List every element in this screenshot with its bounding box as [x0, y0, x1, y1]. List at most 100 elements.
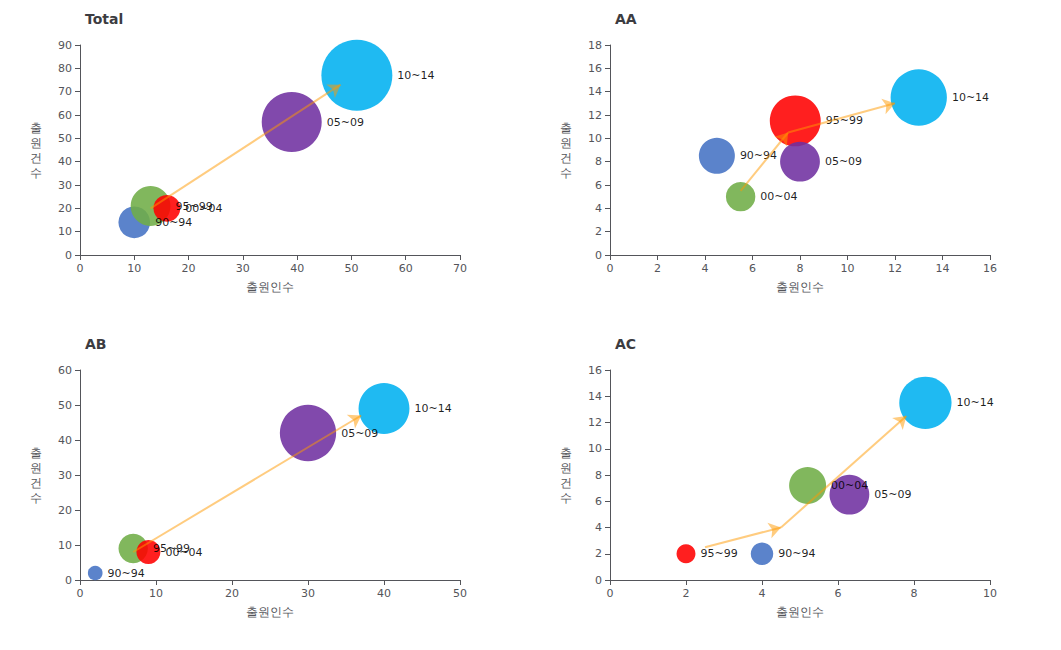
- svg-text:10: 10: [588, 442, 602, 455]
- svg-text:원: 원: [30, 136, 42, 150]
- svg-text:4: 4: [759, 587, 766, 600]
- svg-text:12: 12: [888, 262, 902, 275]
- svg-text:6: 6: [749, 262, 756, 275]
- svg-text:14: 14: [588, 85, 602, 98]
- svg-text:10: 10: [58, 539, 72, 552]
- svg-text:70: 70: [453, 262, 467, 275]
- svg-text:8: 8: [595, 155, 602, 168]
- svg-text:30: 30: [236, 262, 250, 275]
- svg-text:40: 40: [58, 155, 72, 168]
- svg-text:05~09: 05~09: [341, 427, 378, 440]
- svg-text:05~09: 05~09: [874, 488, 911, 501]
- svg-text:건: 건: [560, 476, 572, 490]
- svg-text:16: 16: [983, 262, 997, 275]
- svg-text:0: 0: [77, 587, 84, 600]
- svg-text:출원인수: 출원인수: [776, 280, 824, 294]
- svg-text:수: 수: [560, 491, 572, 505]
- svg-text:16: 16: [588, 62, 602, 75]
- svg-text:18: 18: [588, 39, 602, 52]
- svg-text:출: 출: [560, 121, 572, 135]
- svg-text:20: 20: [182, 262, 196, 275]
- svg-text:16: 16: [588, 364, 602, 377]
- svg-text:출: 출: [560, 446, 572, 460]
- svg-text:80: 80: [58, 62, 72, 75]
- svg-text:0: 0: [65, 249, 72, 262]
- svg-text:60: 60: [58, 109, 72, 122]
- svg-text:2: 2: [595, 225, 602, 238]
- svg-text:원: 원: [30, 461, 42, 475]
- svg-text:수: 수: [560, 166, 572, 180]
- svg-text:건: 건: [30, 151, 42, 165]
- svg-text:4: 4: [595, 521, 602, 534]
- svg-text:건: 건: [30, 476, 42, 490]
- svg-text:6: 6: [835, 587, 842, 600]
- svg-text:12: 12: [588, 109, 602, 122]
- svg-text:출원인수: 출원인수: [776, 605, 824, 619]
- svg-text:10~14: 10~14: [414, 402, 451, 415]
- svg-text:50: 50: [344, 262, 358, 275]
- svg-text:10: 10: [58, 225, 72, 238]
- svg-text:8: 8: [595, 469, 602, 482]
- svg-text:90~94: 90~94: [155, 216, 192, 229]
- svg-text:8: 8: [797, 262, 804, 275]
- svg-text:00~04: 00~04: [760, 190, 797, 203]
- svg-text:30: 30: [301, 587, 315, 600]
- svg-text:Total: Total: [85, 11, 123, 27]
- svg-text:05~09: 05~09: [327, 116, 364, 129]
- svg-text:40: 40: [58, 434, 72, 447]
- svg-text:4: 4: [595, 202, 602, 215]
- svg-text:90~94: 90~94: [740, 149, 777, 162]
- svg-text:4: 4: [702, 262, 709, 275]
- svg-text:90~94: 90~94: [778, 547, 815, 560]
- svg-text:원: 원: [560, 136, 572, 150]
- svg-text:출: 출: [30, 446, 42, 460]
- svg-text:10: 10: [841, 262, 855, 275]
- svg-text:00~04: 00~04: [165, 546, 202, 559]
- svg-text:20: 20: [58, 504, 72, 517]
- svg-text:50: 50: [58, 399, 72, 412]
- svg-text:50: 50: [453, 587, 467, 600]
- svg-text:20: 20: [225, 587, 239, 600]
- svg-text:12: 12: [588, 416, 602, 429]
- svg-text:수: 수: [30, 166, 42, 180]
- svg-text:10: 10: [983, 587, 997, 600]
- svg-text:출원인수: 출원인수: [246, 280, 294, 294]
- svg-text:건: 건: [560, 151, 572, 165]
- svg-text:00~04: 00~04: [831, 479, 868, 492]
- svg-text:90~94: 90~94: [108, 567, 145, 580]
- svg-text:0: 0: [607, 262, 614, 275]
- svg-text:출: 출: [30, 121, 42, 135]
- svg-text:0: 0: [65, 574, 72, 587]
- svg-text:0: 0: [595, 249, 602, 262]
- svg-text:90: 90: [58, 39, 72, 52]
- svg-text:10~14: 10~14: [957, 396, 994, 409]
- svg-text:14: 14: [588, 390, 602, 403]
- svg-text:원: 원: [560, 461, 572, 475]
- svg-text:2: 2: [654, 262, 661, 275]
- svg-text:AA: AA: [615, 11, 637, 27]
- svg-text:10~14: 10~14: [397, 69, 434, 82]
- svg-text:60: 60: [399, 262, 413, 275]
- svg-text:0: 0: [595, 574, 602, 587]
- svg-text:00~04: 00~04: [185, 202, 222, 215]
- svg-text:10: 10: [149, 587, 163, 600]
- svg-text:10: 10: [588, 132, 602, 145]
- svg-text:0: 0: [607, 587, 614, 600]
- svg-text:6: 6: [595, 179, 602, 192]
- svg-text:40: 40: [377, 587, 391, 600]
- svg-text:6: 6: [595, 495, 602, 508]
- svg-text:AB: AB: [85, 336, 107, 352]
- svg-text:20: 20: [58, 202, 72, 215]
- svg-text:30: 30: [58, 179, 72, 192]
- svg-text:95~99: 95~99: [700, 547, 737, 560]
- svg-text:60: 60: [58, 364, 72, 377]
- svg-text:14: 14: [936, 262, 950, 275]
- svg-text:0: 0: [77, 262, 84, 275]
- svg-text:10~14: 10~14: [952, 91, 989, 104]
- svg-text:AC: AC: [615, 336, 636, 352]
- svg-text:70: 70: [58, 85, 72, 98]
- svg-text:8: 8: [911, 587, 918, 600]
- svg-text:출원인수: 출원인수: [246, 605, 294, 619]
- svg-text:30: 30: [58, 469, 72, 482]
- svg-text:2: 2: [595, 547, 602, 560]
